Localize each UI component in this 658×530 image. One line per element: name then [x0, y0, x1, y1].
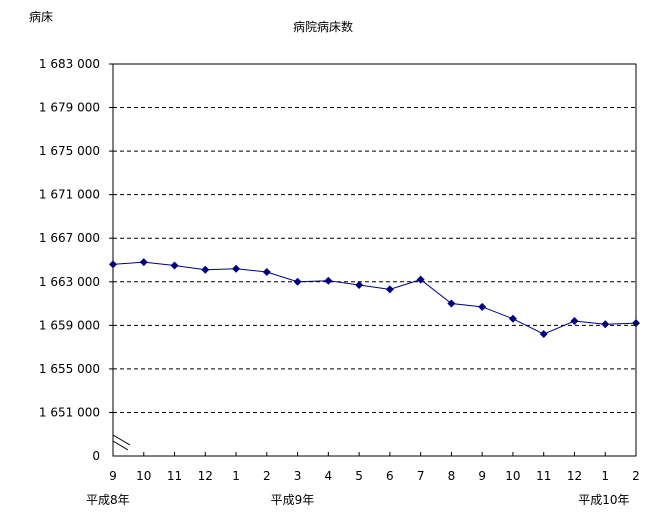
data-point: [632, 319, 640, 328]
axis-break-mark: [112, 434, 131, 446]
y-tick-label: 1 663 000: [39, 275, 100, 289]
data-point: [232, 264, 241, 273]
data-point: [201, 265, 210, 274]
y-tick-label: 1 651 000: [39, 405, 100, 419]
data-point: [478, 302, 487, 311]
x-tick-label: 4: [325, 469, 333, 483]
x-tick-label: 10: [136, 469, 151, 483]
x-tick-label: 9: [478, 469, 486, 483]
data-point: [416, 275, 425, 284]
x-tick-label: 2: [632, 469, 640, 483]
y-tick-label: 1 671 000: [39, 188, 100, 202]
x-tick-label: 3: [294, 469, 302, 483]
x-tick-label: 2: [263, 469, 271, 483]
data-point: [170, 261, 179, 270]
data-point: [539, 330, 548, 339]
x-tick-label: 7: [417, 469, 425, 483]
era-label: 平成8年: [86, 493, 130, 507]
plot-frame: [112, 63, 637, 457]
data-point: [385, 285, 394, 294]
data-point: [293, 277, 302, 286]
x-tick-label: 1: [601, 469, 609, 483]
y-tick-label: 1 655 000: [39, 362, 100, 376]
x-tick-label: 9: [109, 469, 117, 483]
data-point: [262, 267, 271, 276]
data-point: [324, 276, 333, 285]
y-tick-label: 0: [92, 449, 100, 463]
y-tick-label: 1 675 000: [39, 144, 100, 158]
x-tick-label: 10: [505, 469, 520, 483]
data-point: [508, 314, 517, 323]
y-tick-label: 1 659 000: [39, 318, 100, 332]
data-point: [601, 320, 610, 329]
era-label: 平成9年: [271, 493, 315, 507]
y-axis-label: 病床: [29, 10, 54, 24]
y-tick-label: 1 667 000: [39, 231, 100, 245]
data-point: [355, 281, 364, 290]
x-tick-label: 1: [232, 469, 240, 483]
x-tick-label: 8: [448, 469, 456, 483]
x-tick-label: 11: [167, 469, 182, 483]
data-point: [570, 316, 579, 325]
x-tick-label: 6: [386, 469, 394, 483]
data-point: [139, 258, 148, 267]
axis-break-mark: [112, 440, 129, 451]
x-tick-label: 12: [567, 469, 582, 483]
era-label: 平成10年: [578, 493, 629, 507]
x-tick-label: 5: [355, 469, 363, 483]
data-point: [447, 299, 456, 308]
x-tick-label: 11: [536, 469, 551, 483]
y-tick-label: 1 679 000: [39, 101, 100, 115]
series-line: [112, 261, 637, 335]
x-tick-label: 12: [198, 469, 213, 483]
y-tick-label: 1 683 000: [39, 57, 100, 71]
data-point: [109, 260, 117, 269]
chart-title: 病院病床数: [293, 20, 354, 34]
